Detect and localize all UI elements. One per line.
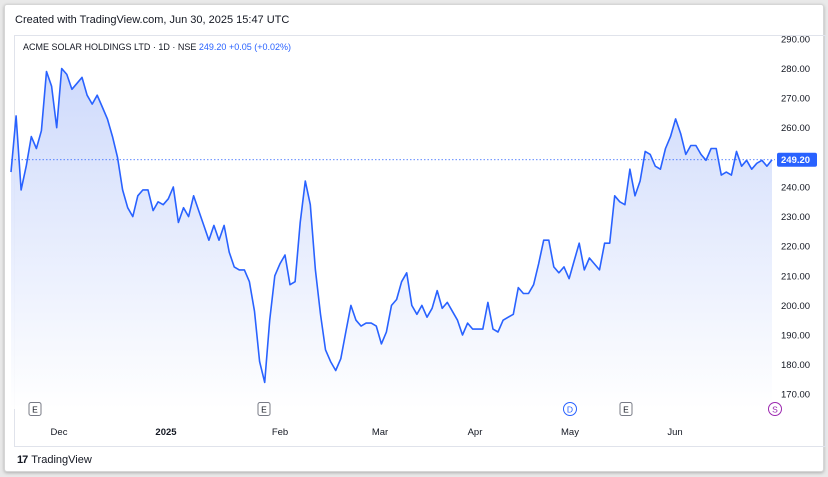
y-tick-label: 280.00 [781, 64, 810, 75]
earnings-marker[interactable]: E [28, 402, 42, 416]
earnings-marker[interactable]: E [257, 402, 271, 416]
x-tick-label: Feb [272, 427, 288, 438]
x-tick-label: May [561, 427, 579, 438]
y-tick-label: 170.00 [781, 390, 810, 401]
x-tick-label: Dec [51, 427, 68, 438]
y-tick-label: 220.00 [781, 242, 810, 253]
marker-shape [619, 402, 633, 416]
tradingview-brand: TradingView [31, 454, 92, 466]
x-tick-label: Jun [667, 427, 682, 438]
y-tick-label: 230.00 [781, 212, 810, 223]
x-tick-label: Apr [468, 427, 483, 438]
marker-shape [257, 402, 271, 416]
earnings-marker[interactable]: E [619, 402, 633, 416]
y-tick-label: 290.00 [781, 34, 810, 45]
dividend-marker[interactable]: D [563, 402, 577, 416]
y-tick-label: 240.00 [781, 182, 810, 193]
price-line [10, 67, 773, 384]
x-tick-label: 2025 [155, 427, 177, 438]
marker-label: E [32, 404, 38, 414]
y-tick-label: 210.00 [781, 271, 810, 282]
chart-window: Created with TradingView.com, Jun 30, 20… [4, 4, 826, 472]
symbol-legend: ACME SOLAR HOLDINGS LTD · 1D · NSE 249.2… [23, 42, 291, 52]
marker-label: E [261, 404, 267, 414]
symbol-title: ACME SOLAR HOLDINGS LTD · 1D · NSE [23, 42, 197, 52]
tradingview-footer[interactable]: 17 TradingView [17, 454, 92, 466]
y-tick-label: 270.00 [781, 94, 810, 105]
y-tick-label: 190.00 [781, 330, 810, 341]
marker-shape [563, 402, 577, 416]
marker-label: E [623, 404, 629, 414]
marker-shape [768, 402, 782, 416]
y-tick-label: 180.00 [781, 360, 810, 371]
price-chart[interactable]: 290.00280.00270.00260.00250.00240.00230.… [5, 5, 823, 471]
last-price-label: 249.20 [781, 155, 810, 166]
legend-price: 249.20 [198, 42, 227, 52]
y-tick-label: 200.00 [781, 301, 810, 312]
y-tick-label: 260.00 [781, 123, 810, 134]
created-with-caption: Created with TradingView.com, Jun 30, 20… [15, 14, 290, 26]
marker-shape [28, 402, 42, 416]
x-tick-label: Mar [372, 427, 388, 438]
tradingview-logo-icon: 17 [17, 454, 28, 466]
price-area [11, 68, 772, 409]
split-marker[interactable]: S [768, 402, 782, 416]
legend-change: +0.05 (+0.02%) [228, 42, 291, 52]
last-price-badge [777, 152, 817, 167]
marker-label: S [772, 404, 778, 414]
marker-label: D [567, 404, 573, 414]
